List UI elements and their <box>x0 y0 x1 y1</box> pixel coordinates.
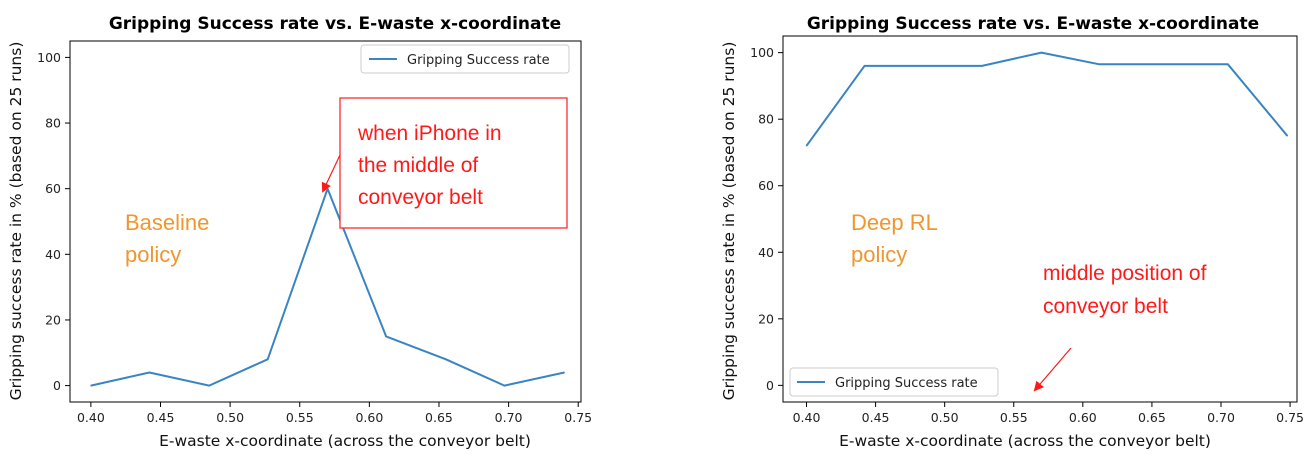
policy-label: Baseline policy <box>125 210 209 267</box>
y-axis-ticks: 0 20 40 60 80 100 <box>37 50 70 393</box>
x-tick-label: 0.55 <box>1000 410 1028 425</box>
callout-line-1: when iPhone in <box>357 122 502 145</box>
y-tick-label: 100 <box>37 50 61 65</box>
x-tick-label: 0.50 <box>931 410 959 425</box>
data-point <box>1040 52 1042 54</box>
data-point <box>1227 63 1229 65</box>
data-point <box>1098 63 1101 65</box>
legend: Gripping Success rate <box>360 44 570 74</box>
data-point <box>503 384 506 387</box>
policy-label: Deep RL policy <box>851 210 938 267</box>
y-tick-label: 20 <box>45 312 61 327</box>
data-point <box>90 384 92 387</box>
data-point <box>267 358 269 360</box>
chart-baseline: Gripping Success rate vs. E-waste x-coor… <box>7 14 592 450</box>
chart-title: Gripping Success rate vs. E-waste x-coor… <box>109 14 561 34</box>
policy-label-line-2: policy <box>851 242 907 267</box>
legend-box <box>789 367 999 397</box>
y-tick-label: 60 <box>45 181 61 196</box>
y-tick-label: 0 <box>53 378 61 393</box>
x-axis-label: E-waste x-coordinate (across the conveyo… <box>159 432 531 450</box>
callout: when iPhone in the middle of conveyor be… <box>321 97 568 229</box>
x-tick-label: 0.55 <box>286 410 314 425</box>
legend-entry: Gripping Success rate <box>835 376 978 391</box>
callout-line-2: conveyor belt <box>1043 295 1168 318</box>
callout: middle position of conveyor belt <box>1033 262 1207 392</box>
x-tick-label: 0.70 <box>495 410 523 425</box>
y-tick-label: 0 <box>766 378 774 393</box>
x-tick-label: 0.75 <box>564 410 592 425</box>
plot-frame <box>69 40 582 403</box>
x-axis-ticks: 0.40 0.45 0.50 0.55 0.60 0.65 0.70 0.75 <box>77 402 592 425</box>
data-point <box>1158 63 1160 65</box>
series-layer <box>805 51 1289 147</box>
data-point <box>563 371 565 374</box>
data-point <box>923 65 925 67</box>
y-tick-label: 40 <box>758 245 774 260</box>
data-point <box>208 384 210 387</box>
chart-deep-rl: Gripping Success rate vs. E-waste x-coor… <box>720 14 1304 450</box>
data-point <box>385 335 387 337</box>
y-tick-label: 60 <box>758 178 774 193</box>
x-tick-label: 0.65 <box>425 410 453 425</box>
callout-line-1: middle position of <box>1043 262 1207 285</box>
x-tick-label: 0.60 <box>355 410 383 425</box>
data-point <box>1286 135 1288 137</box>
y-axis-label: Gripping success rate in % (based on 25 … <box>7 42 25 401</box>
y-axis-label: Gripping success rate in % (based on 25 … <box>720 42 738 401</box>
legend-box <box>360 44 570 74</box>
legend: Gripping Success rate <box>789 367 999 397</box>
x-tick-label: 0.50 <box>216 410 244 425</box>
x-tick-label: 0.70 <box>1207 410 1235 425</box>
data-point <box>981 65 983 67</box>
x-axis-label: E-waste x-coordinate (across the conveyo… <box>839 432 1211 450</box>
policy-label-line-1: Baseline <box>125 210 209 235</box>
y-tick-label: 20 <box>758 311 774 326</box>
x-tick-label: 0.40 <box>77 410 105 425</box>
y-tick-label: 40 <box>45 247 61 262</box>
data-point <box>863 65 866 67</box>
x-tick-label: 0.75 <box>1276 410 1304 425</box>
policy-label-line-2: policy <box>125 242 181 267</box>
callout-arrow <box>1033 347 1072 392</box>
x-tick-label: 0.40 <box>793 410 821 425</box>
y-axis-ticks: 0 20 40 60 80 100 <box>750 45 783 393</box>
callout-arrow <box>321 154 341 193</box>
series-line <box>805 51 1289 147</box>
x-tick-label: 0.45 <box>862 410 890 425</box>
data-point <box>445 358 447 360</box>
data-point <box>805 145 808 147</box>
y-tick-label: 80 <box>45 116 61 131</box>
chart-title: Gripping Success rate vs. E-waste x-coor… <box>807 14 1259 34</box>
plot-frame <box>782 35 1298 403</box>
callout-line-2: the middle of <box>358 154 478 177</box>
callout-line-3: conveyor belt <box>358 186 483 209</box>
policy-label-line-1: Deep RL <box>851 210 938 235</box>
data-point <box>326 188 329 190</box>
legend-entry: Gripping Success rate <box>407 53 550 68</box>
x-tick-label: 0.65 <box>1138 410 1166 425</box>
x-tick-label: 0.60 <box>1069 410 1097 425</box>
y-tick-label: 80 <box>758 112 774 127</box>
data-point <box>148 371 150 374</box>
callout-box <box>339 97 568 229</box>
y-tick-label: 100 <box>750 45 774 60</box>
x-axis-ticks: 0.40 0.45 0.50 0.55 0.60 0.65 0.70 0.75 <box>793 402 1304 425</box>
x-tick-label: 0.45 <box>147 410 175 425</box>
